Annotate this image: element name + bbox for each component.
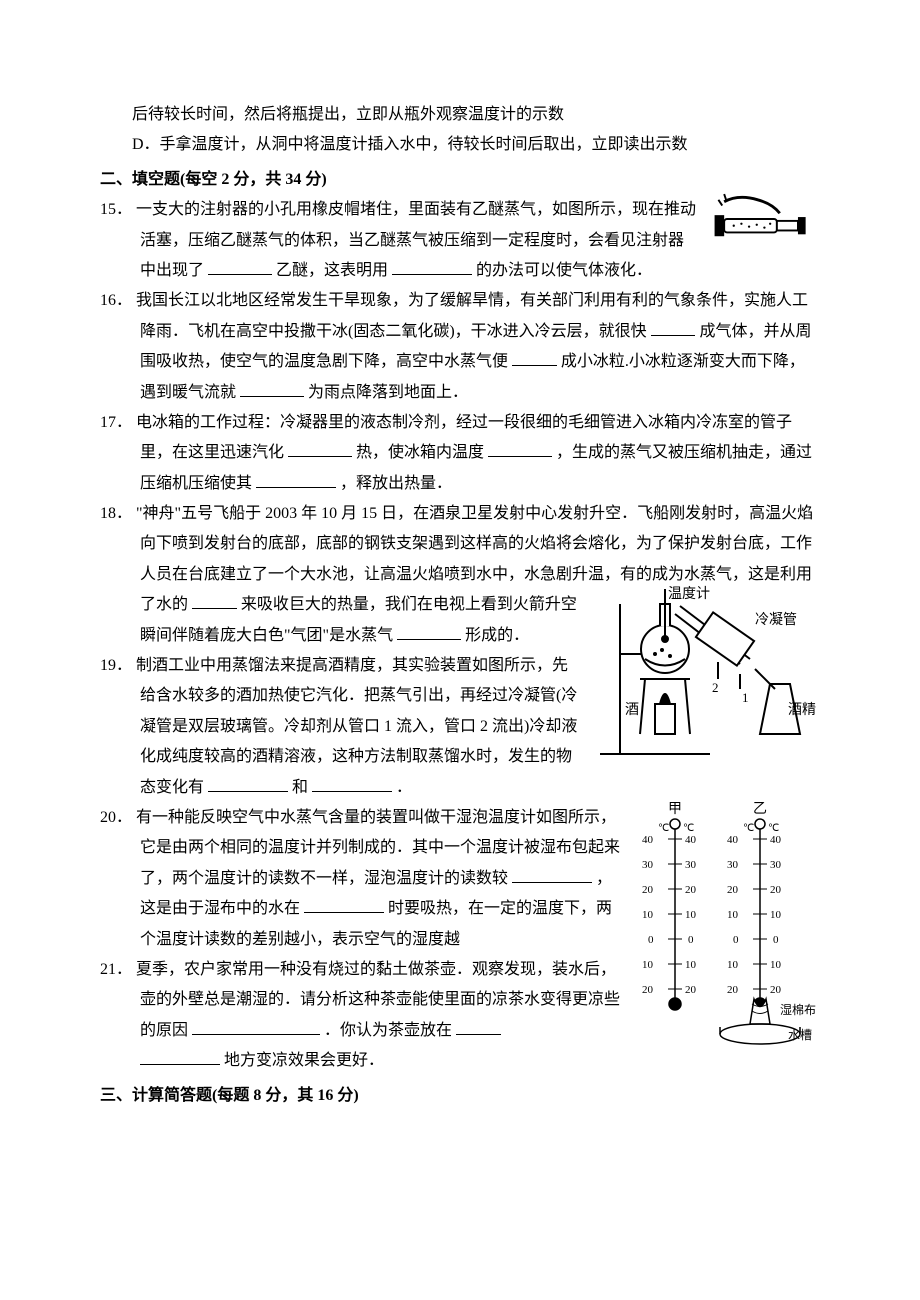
question-21: 21． 夏季，农户家常用一种没有烧过的黏土做茶壶．观察发现，装水后，壶的外壁总是… xyxy=(100,955,820,1077)
question-18: 18． "神舟"五号飞船于 2003 年 10 月 15 日，在酒泉卫星发射中心… xyxy=(100,499,820,651)
syringe-figure xyxy=(705,191,820,246)
fill-blank[interactable] xyxy=(256,471,336,488)
text: 形成的． xyxy=(465,627,529,644)
label-thermometer: 温度计 xyxy=(668,586,710,602)
question-number: 17． xyxy=(100,414,132,431)
text: ，释放出热量． xyxy=(340,475,452,492)
question-20: 20． 有一种能反映空气中水蒸气含量的装置叫做干湿泡温度计如图所示，它是由两个相… xyxy=(100,803,820,955)
option-d: D．手拿温度计，从洞中将温度计插入水中，待较长时间后取出，立即读出示数 xyxy=(100,130,820,160)
fill-blank[interactable] xyxy=(512,866,592,883)
text: ． xyxy=(396,779,412,796)
fill-blank[interactable] xyxy=(512,349,557,366)
fill-blank[interactable] xyxy=(208,775,288,792)
fill-blank[interactable] xyxy=(192,592,237,609)
fill-blank[interactable] xyxy=(397,623,461,640)
fill-blank[interactable] xyxy=(651,319,696,336)
question-19: 19． 制酒工业中用蒸馏法来提高酒精度，其实验装置如图所示，先给含水较多的酒加热… xyxy=(100,651,820,803)
page: 后待较长时间，然后将瓶提出，立即从瓶外观察温度计的示数 D．手拿温度计，从洞中将… xyxy=(0,0,920,1171)
fill-blank[interactable] xyxy=(392,258,472,275)
fill-blank[interactable] xyxy=(208,258,272,275)
fill-blank[interactable] xyxy=(304,896,384,913)
fill-blank[interactable] xyxy=(140,1048,220,1065)
text: ．你认为茶壶放在 xyxy=(324,1022,452,1039)
text: 为雨点降落到地面上． xyxy=(308,384,468,401)
section-3-title: 三、计算简答题(每题 8 分，其 16 分) xyxy=(100,1081,820,1111)
question-number: 20． xyxy=(100,809,132,826)
fill-blank[interactable] xyxy=(488,440,552,457)
question-number: 19． xyxy=(100,657,132,674)
prev-option-continuation: 后待较长时间，然后将瓶提出，立即从瓶外观察温度计的示数 xyxy=(100,100,820,130)
question-17: 17． 电冰箱的工作过程：冷凝器里的液态制冷剂，经过一段很细的毛细管进入冰箱内冷… xyxy=(100,408,820,499)
text: 的办法可以使气体液化． xyxy=(476,262,652,279)
text: 地方变凉效果会更好． xyxy=(224,1052,384,1069)
fill-blank[interactable] xyxy=(240,380,304,397)
fill-blank[interactable] xyxy=(288,440,352,457)
text: 乙醚，这表明用 xyxy=(276,262,388,279)
question-number: 15． xyxy=(100,201,132,218)
text: 和 xyxy=(292,779,308,796)
label-condenser: 冷凝管 xyxy=(755,612,797,628)
fill-blank[interactable] xyxy=(312,775,392,792)
question-number: 21． xyxy=(100,961,132,978)
question-15: 15． 一支大的注射器的小孔用橡皮帽堵住，里面装有乙醚蒸气，如图所示，现在推动活… xyxy=(100,195,820,286)
question-number: 16． xyxy=(100,292,132,309)
fill-blank[interactable] xyxy=(192,1018,320,1035)
fill-blank[interactable] xyxy=(456,1018,501,1035)
question-16: 16． 我国长江以北地区经常发生干旱现象，为了缓解旱情，有关部门利用有利的气象条… xyxy=(100,286,820,408)
question-number: 18． xyxy=(100,505,132,522)
text: 热，使冰箱内温度 xyxy=(356,444,484,461)
